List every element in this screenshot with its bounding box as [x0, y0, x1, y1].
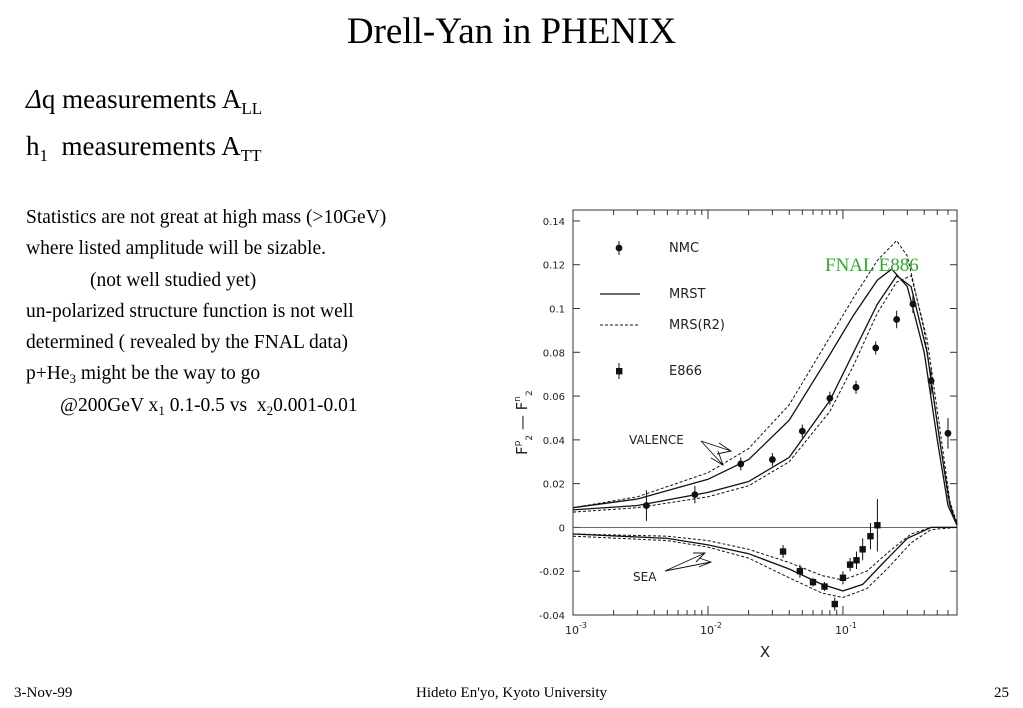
body-text: Statistics are not great at high mass (>…	[26, 202, 386, 421]
text-line-6-sub: 3	[69, 371, 77, 387]
y-tick-label: 0.08	[543, 348, 565, 359]
text-line-6a: p+He	[26, 363, 70, 385]
point-e866	[779, 548, 787, 555]
legend-marker-e866	[616, 368, 623, 375]
bullet-delta-q: Δq measurements ALL	[26, 84, 262, 119]
bullet-delta-q-text: q measurements A	[41, 84, 242, 114]
point-nmc	[737, 460, 745, 468]
legend-label-mrsr2: MRS(R2)	[669, 318, 725, 333]
curve-sea-mrsr2	[572, 526, 958, 599]
curve-valence-mrst	[572, 274, 958, 526]
structure-function-plot: 0.14 0.12 0.1 0.08 0.06 0.04 0.02 0 -0.02 -0.04 10…	[505, 205, 965, 670]
arrow-valence	[700, 440, 733, 467]
text-line-3: (not well studied yet)	[90, 269, 257, 291]
x-tick-label: 10-2	[700, 621, 722, 637]
y-tick-label: -0.02	[539, 567, 565, 578]
plot-frame	[572, 209, 958, 616]
bullet-delta-q-sub: LL	[241, 99, 263, 118]
x-tick-label: 10-1	[835, 621, 857, 637]
footer-author: Hideto En'yo, Kyoto University	[415, 685, 607, 701]
text-line-6: p+He3 might be the way to go	[26, 358, 386, 389]
point-nmc	[798, 427, 806, 435]
y-tick-label: 0.12	[543, 261, 565, 272]
text-line-1: Statistics are not great at high mass (>…	[26, 207, 387, 228]
bullet-h1-text: measurements A	[48, 131, 241, 161]
text-line-7a: @200GeV x	[60, 394, 159, 416]
chart-svg: 0.140.120.10.080.060.040.020-0.02-0.0410…	[513, 209, 958, 661]
point-nmc	[691, 491, 699, 498]
curve-sea-mrsr2	[572, 526, 957, 581]
point-e866	[853, 557, 860, 564]
point-e866	[796, 568, 804, 575]
point-nmc	[927, 377, 935, 385]
curve-valence-mrst	[572, 268, 958, 526]
text-line-4: un-polarized structure function is not w…	[26, 300, 354, 322]
point-nmc	[826, 394, 834, 402]
y-tick-label: 0	[559, 523, 565, 534]
point-nmc	[909, 300, 917, 308]
y-tick-label: 0.14	[543, 217, 565, 228]
bullet-h1: h1 measurements ATT	[26, 131, 262, 166]
point-e866	[821, 583, 828, 590]
text-line-7-sub2: 2	[266, 402, 274, 418]
point-e866	[831, 600, 838, 608]
label-valence: VALENCE	[629, 433, 684, 447]
text-line-5: determined ( revealed by the FNAL data)	[26, 332, 348, 354]
text-line-7b: 0.1-0.5 vs x	[164, 394, 267, 416]
point-nmc	[872, 344, 880, 352]
text-line-2: where listed amplitude will be sizable.	[26, 238, 326, 260]
point-e866	[809, 578, 817, 586]
text-line-6b: might be the way to go	[76, 363, 261, 385]
bullet-h1-sub2: TT	[240, 146, 262, 165]
bullet-h1-main: h	[26, 131, 40, 161]
y-axis-label: Fp2 — Fn2	[513, 390, 535, 455]
slide-title: Drell-Yan in PHENIX	[346, 11, 677, 52]
legend-label-e866: E866	[669, 364, 702, 379]
point-e866	[859, 546, 866, 553]
label-sea: SEA	[633, 570, 657, 584]
arrow-sea	[664, 552, 713, 572]
text-line-7-sub1: 1	[158, 402, 165, 418]
y-tick-label: 0.1	[549, 305, 565, 316]
footer-page: 25	[994, 685, 1009, 701]
point-e866	[867, 532, 874, 540]
delta-symbol: Δ	[26, 84, 42, 114]
point-nmc	[852, 383, 860, 391]
curve-valence-mrsr2	[572, 274, 958, 526]
footer-date: 3-Nov-99	[14, 685, 73, 701]
point-e866	[839, 574, 847, 581]
curve-sea-mrst	[572, 526, 957, 592]
point-nmc	[944, 429, 952, 437]
point-e866	[846, 561, 854, 568]
y-tick-label: 0.02	[543, 480, 565, 491]
text-line-7: @200GeV x1 0.1-0.5 vs x20.001-0.01	[26, 390, 386, 421]
point-nmc	[893, 316, 901, 323]
bullet-h1-sub1: 1	[39, 146, 49, 165]
y-tick-label: 0.06	[543, 392, 565, 403]
point-nmc	[768, 456, 776, 463]
text-line-7c: 0.001-0.01	[273, 394, 358, 416]
y-tick-label: 0.04	[543, 436, 565, 447]
legend-label-nmc: NMC	[669, 241, 699, 256]
x-axis-label: X	[760, 643, 770, 661]
x-tick-label: 10-3	[565, 621, 587, 637]
legend-label-mrst: MRST	[669, 287, 706, 302]
legend-marker-nmc	[615, 244, 623, 252]
point-e866	[874, 522, 881, 529]
curve-valence-mrsr2	[572, 239, 958, 524]
fnal-annotation: FNAL E886	[825, 255, 919, 276]
y-tick-label: -0.04	[539, 611, 565, 622]
point-nmc	[643, 502, 650, 509]
